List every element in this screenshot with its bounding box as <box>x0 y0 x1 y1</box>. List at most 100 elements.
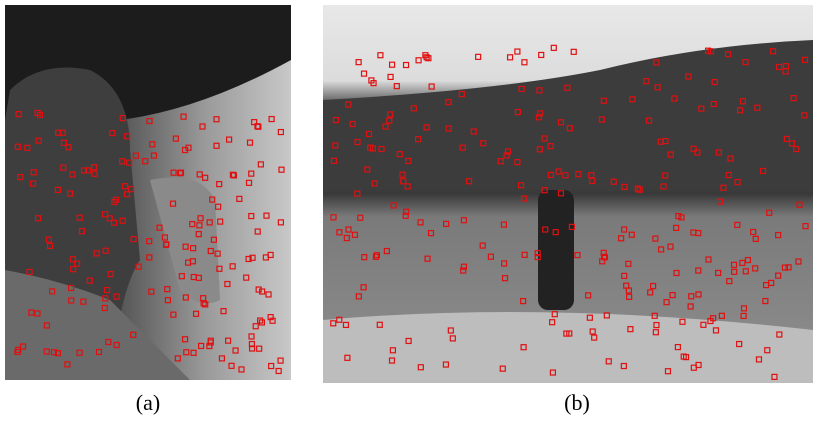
feature-point <box>54 186 62 193</box>
feature-point <box>647 289 654 296</box>
feature-point <box>199 123 206 130</box>
feature-point <box>680 353 687 360</box>
feature-point <box>445 99 452 106</box>
feature-point <box>249 254 256 261</box>
feature-point <box>514 159 521 166</box>
feature-point <box>487 253 494 260</box>
feature-point <box>277 128 284 136</box>
feature-point <box>734 221 741 229</box>
feature-point <box>91 170 98 177</box>
feature-point <box>790 95 797 102</box>
feature-point <box>782 68 789 75</box>
feature-point <box>414 136 422 143</box>
feature-point <box>442 361 450 368</box>
feature-point <box>626 293 633 300</box>
feature-point <box>102 247 109 254</box>
feature-point <box>664 368 672 375</box>
feature-point <box>69 171 76 178</box>
feature-point <box>690 364 697 371</box>
feature-point <box>405 157 412 165</box>
feature-point <box>119 158 126 165</box>
feature-point <box>521 251 528 258</box>
feature-point <box>623 282 630 289</box>
feature-point <box>91 164 98 171</box>
feature-point <box>501 275 509 282</box>
feature-point <box>170 169 177 176</box>
feature-point <box>388 357 396 364</box>
feature-point <box>218 355 226 362</box>
feature-point <box>101 304 108 312</box>
feature-point <box>149 141 156 148</box>
feature-point <box>60 139 68 146</box>
feature-point <box>695 291 702 298</box>
feature-point <box>365 130 373 138</box>
feature-point <box>371 180 378 187</box>
feature-point <box>465 178 473 185</box>
feature-point <box>119 217 126 224</box>
feature-point <box>771 373 778 380</box>
feature-point <box>447 327 454 334</box>
feature-point <box>603 312 610 319</box>
feature-point <box>740 305 748 312</box>
feature-point <box>189 245 197 252</box>
feature-point <box>142 158 149 165</box>
feature-point <box>400 178 407 185</box>
feature-point <box>102 211 109 218</box>
feature-point <box>588 172 595 179</box>
feature-point <box>497 158 504 165</box>
feature-point <box>726 277 733 285</box>
feature-point <box>547 171 554 179</box>
feature-point <box>185 144 192 151</box>
feature-point <box>687 303 694 310</box>
feature-point <box>382 123 389 130</box>
feature-point <box>14 143 21 150</box>
feature-point <box>480 140 487 147</box>
feature-point <box>189 258 196 265</box>
feature-point <box>213 142 220 149</box>
feature-point <box>423 124 430 131</box>
feature-point <box>181 336 189 343</box>
feature-point <box>724 51 732 58</box>
feature-point <box>547 143 554 150</box>
feature-point <box>230 172 238 179</box>
feature-point <box>663 299 670 306</box>
feature-point <box>776 63 783 71</box>
feature-point <box>364 166 371 173</box>
feature-point <box>342 321 350 329</box>
feature-point <box>562 172 569 179</box>
feature-point <box>387 111 394 118</box>
feature-point <box>206 219 213 226</box>
feature-point <box>458 90 465 98</box>
feature-point <box>349 120 356 128</box>
feature-point <box>336 229 343 236</box>
feature-point <box>781 264 789 271</box>
feature-point <box>225 337 232 344</box>
feature-point <box>793 145 800 153</box>
feature-point <box>695 229 702 237</box>
feature-point <box>652 235 659 242</box>
feature-point <box>196 171 203 178</box>
feature-point <box>257 317 264 324</box>
feature-point <box>236 195 243 202</box>
feature-point <box>207 247 214 255</box>
feature-point <box>673 269 680 277</box>
feature-point <box>671 95 678 102</box>
feature-point <box>135 263 142 270</box>
feature-point <box>357 214 364 221</box>
feature-point <box>254 123 261 130</box>
feature-point <box>163 241 170 248</box>
feature-point <box>575 171 582 178</box>
feature-point <box>694 149 701 156</box>
feature-point <box>574 251 581 259</box>
feature-point <box>415 57 422 64</box>
feature-point <box>28 309 35 316</box>
feature-point <box>30 169 37 176</box>
feature-point <box>50 349 58 356</box>
feature-point <box>460 263 468 270</box>
feature-point <box>60 164 67 171</box>
feature-point <box>65 144 72 151</box>
feature-point <box>399 171 406 178</box>
feature-point <box>383 247 390 255</box>
feature-point <box>245 255 252 263</box>
